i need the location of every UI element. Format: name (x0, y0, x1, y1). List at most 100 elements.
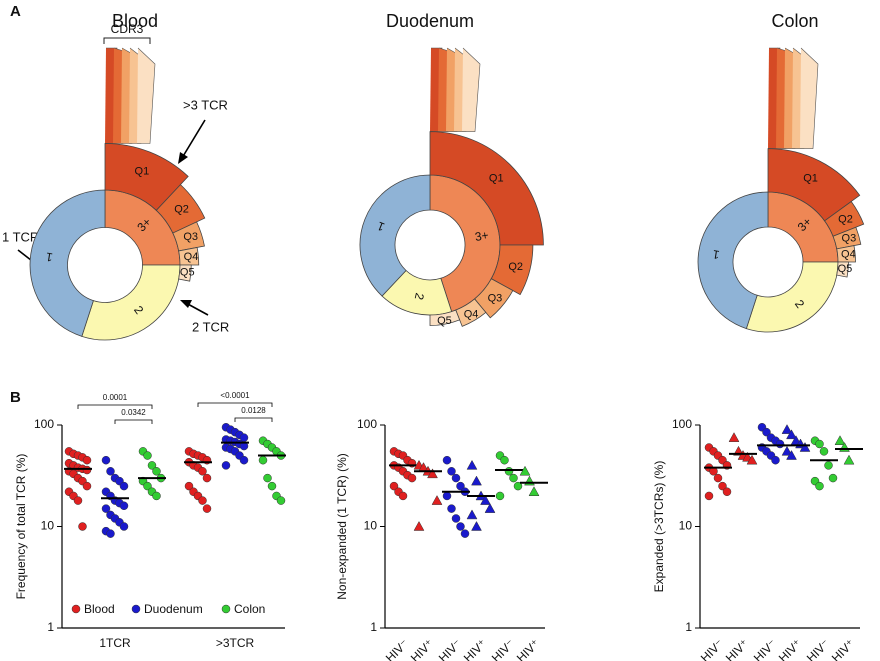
data-point (456, 481, 465, 491)
ring-label: 3+ (474, 228, 490, 244)
arrow-head (180, 300, 192, 308)
significance-bracket (114, 419, 153, 424)
data-point (746, 454, 758, 465)
quartile-label: Q3 (842, 232, 857, 244)
data-point (413, 520, 425, 531)
data-point (143, 481, 152, 491)
y-tick-label: 10 (41, 519, 55, 533)
cdr3-strip (462, 47, 481, 132)
data-point (451, 514, 461, 523)
data-point (471, 475, 482, 486)
quartile-label: Q5 (838, 263, 853, 275)
data-point (786, 450, 797, 460)
data-point (202, 504, 212, 513)
legend-label: Colon (234, 602, 265, 616)
y-tick-label: 100 (34, 417, 54, 431)
data-point (819, 447, 829, 456)
quartile-label: Q1 (135, 166, 150, 178)
data-point (398, 491, 408, 501)
data-point (460, 529, 470, 538)
data-point (451, 473, 461, 483)
quartile-label: Q2 (508, 261, 523, 273)
ring-label: 1 (375, 219, 387, 235)
x-tick-label: HIV⁻ (436, 636, 465, 661)
x-tick-label: HIV⁺ (514, 636, 543, 661)
arrow (185, 302, 209, 316)
x-tick-label: HIV⁺ (461, 636, 490, 661)
data-point (713, 473, 723, 483)
chart-title: Duodenum (386, 11, 474, 31)
data-point (504, 467, 514, 476)
legend-marker (131, 604, 141, 614)
arrow (181, 119, 206, 159)
data-point (147, 461, 157, 470)
data-point (824, 461, 833, 470)
data-point (775, 439, 785, 449)
data-point (101, 504, 111, 513)
quartile-label: Q4 (184, 251, 199, 263)
quartile-segment (767, 148, 861, 222)
data-point (73, 496, 83, 505)
data-point (143, 451, 152, 460)
data-point (828, 473, 838, 483)
data-point (276, 496, 286, 505)
data-point (389, 481, 399, 491)
ring-label: 1 (45, 250, 54, 265)
data-point (198, 496, 207, 505)
data-point (762, 427, 771, 437)
data-point (407, 473, 417, 483)
annotation: CDR3 (111, 22, 144, 36)
data-point (263, 473, 272, 483)
quartile-label: Q2 (174, 203, 189, 215)
data-point (480, 495, 491, 505)
quartile-label: Q3 (183, 231, 198, 243)
data-point (221, 461, 231, 470)
quartile-label: Q4 (841, 248, 856, 260)
quartile-label: Q2 (838, 213, 853, 225)
significance-bracket (77, 404, 153, 409)
y-axis-label: Expanded (>3TCRs) (%) (652, 461, 666, 593)
data-point (799, 442, 811, 452)
x-tick-label: HIV⁻ (489, 636, 518, 661)
data-point (781, 424, 793, 434)
data-point (786, 429, 797, 440)
quartile-label: Q1 (803, 172, 818, 184)
cdr3-strip (800, 47, 819, 149)
data-point (722, 487, 732, 496)
data-point (781, 445, 793, 456)
cdr3-strip (137, 47, 156, 144)
data-point (704, 491, 714, 501)
y-tick-label: 100 (672, 417, 692, 431)
x-tick-label: HIV⁻ (383, 636, 412, 661)
data-point (466, 509, 478, 520)
legend-label: Blood (84, 602, 115, 616)
data-point (447, 467, 456, 476)
data-point (815, 439, 824, 449)
annotation: 2 TCR (192, 319, 229, 334)
quartile-segment (429, 309, 461, 326)
panel-label: A (10, 3, 21, 20)
data-point (815, 481, 824, 491)
data-point (519, 465, 531, 476)
ring-label: 2 (412, 292, 427, 302)
data-point (447, 504, 456, 513)
data-point (528, 486, 540, 496)
x-tick-label: HIV⁺ (408, 636, 437, 661)
y-tick-label: 1 (370, 620, 377, 634)
quartile-label: Q4 (464, 308, 479, 320)
y-tick-label: 10 (679, 519, 693, 533)
quartile-segment (836, 261, 849, 278)
significance-bracket (234, 417, 273, 422)
quartile-label: Q5 (180, 267, 195, 279)
panel-label: B (10, 389, 21, 406)
p-value: 0.0128 (241, 406, 266, 415)
data-point (427, 468, 438, 479)
data-point (106, 529, 115, 538)
legend-marker (71, 604, 81, 614)
y-tick-label: 1 (685, 620, 692, 634)
ring-segment (359, 174, 431, 297)
x-tick-label: 1TCR (99, 636, 131, 650)
data-point (834, 435, 846, 445)
x-tick-label: HIV⁻ (698, 636, 727, 661)
data-point (442, 455, 452, 465)
